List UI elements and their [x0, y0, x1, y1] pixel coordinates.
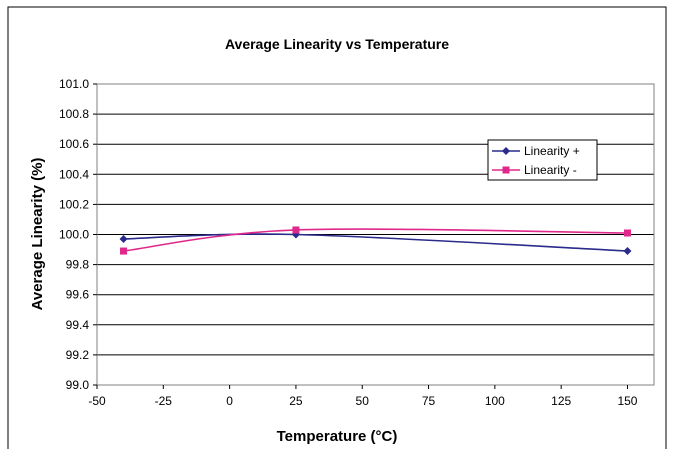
- data-point-diamond: [623, 247, 632, 256]
- x-tick-label: 0: [226, 394, 233, 408]
- y-tick-label: 100.8: [59, 107, 89, 121]
- y-tick-label: 100.0: [59, 228, 89, 242]
- x-tick-label: 25: [289, 394, 303, 408]
- x-tick-label: 75: [422, 394, 436, 408]
- data-point-square: [623, 229, 631, 237]
- y-tick-label: 99.0: [66, 378, 90, 392]
- x-tick-label: -25: [155, 394, 173, 408]
- data-point-diamond: [119, 235, 128, 244]
- y-tick-label: 101.0: [59, 77, 89, 91]
- x-axis-title: Temperature (°C): [277, 428, 398, 445]
- chart-frame: [7, 6, 667, 449]
- series-group: [119, 226, 632, 256]
- y-tick-label: 99.2: [66, 348, 90, 362]
- y-tick-label: 99.8: [66, 258, 90, 272]
- y-axis-title: Average Linearity (%): [29, 158, 46, 311]
- x-tick-labels: -50 -25 0 25 50 75 100 125 150: [88, 385, 638, 408]
- legend-marker-diamond: [502, 147, 510, 155]
- series-line-linearity-minus: [123, 228, 628, 252]
- legend: Linearity + Linearity -: [487, 139, 598, 181]
- y-tick-label: 100.4: [59, 167, 89, 181]
- legend-marker-square: [502, 166, 510, 174]
- x-tick-label: 50: [356, 394, 370, 408]
- data-point-square: [120, 247, 128, 255]
- x-tick-label: 150: [617, 394, 637, 408]
- chart-title: Average Linearity vs Temperature: [225, 36, 449, 52]
- y-tick-label: 99.6: [66, 288, 90, 302]
- y-tick-label: 100.2: [59, 197, 89, 211]
- x-tick-label: -50: [88, 394, 106, 408]
- x-tick-label: 100: [485, 394, 505, 408]
- legend-label-linearity-minus: Linearity -: [524, 163, 577, 177]
- x-tick-label: 125: [551, 394, 571, 408]
- y-tick-label: 100.6: [59, 137, 89, 151]
- data-point-square: [292, 226, 300, 234]
- y-tick-label: 99.4: [66, 318, 90, 332]
- series-line-linearity-plus: [123, 233, 628, 252]
- gridlines: [97, 113, 654, 356]
- legend-label-linearity-plus: Linearity +: [524, 144, 580, 158]
- y-tick-labels: 99.0 99.2 99.4 99.6 99.8 100.0 100.2 100.4 100.6…: [59, 77, 97, 392]
